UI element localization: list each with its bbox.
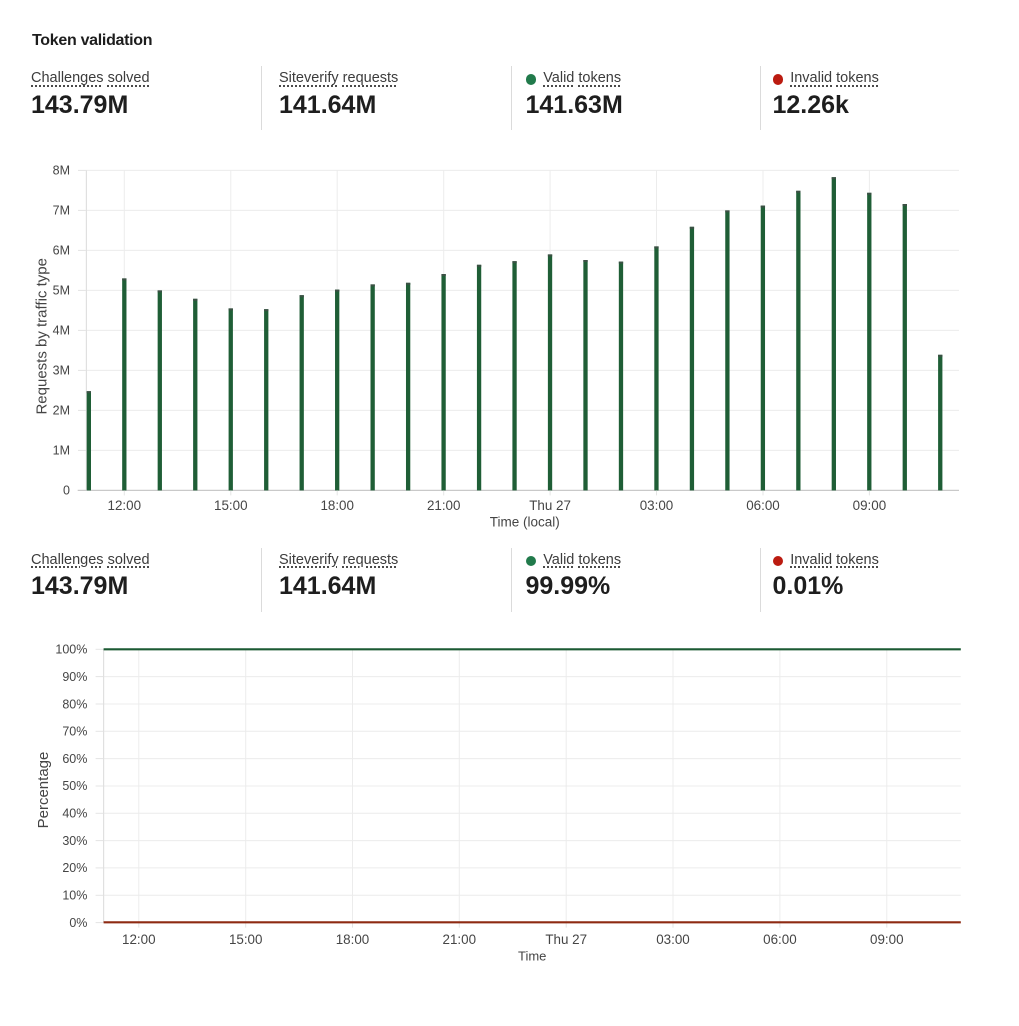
svg-text:4M: 4M [53,324,70,338]
svg-text:2M: 2M [53,404,70,418]
svg-text:12:00: 12:00 [108,498,142,513]
svg-text:3M: 3M [53,364,70,378]
svg-text:Percentage: Percentage [35,752,52,829]
svg-text:60%: 60% [62,752,87,766]
svg-text:06:00: 06:00 [763,932,797,947]
svg-text:Time: Time [518,948,546,963]
svg-text:50%: 50% [62,779,87,793]
svg-text:21:00: 21:00 [443,932,477,947]
svg-text:0: 0 [63,484,70,498]
svg-text:Thu 27: Thu 27 [545,932,587,947]
svg-text:06:00: 06:00 [746,498,780,513]
svg-text:15:00: 15:00 [229,932,263,947]
svg-text:21:00: 21:00 [427,498,461,513]
svg-text:Time (local): Time (local) [490,514,560,529]
svg-text:03:00: 03:00 [640,498,674,513]
svg-text:70%: 70% [62,725,87,739]
svg-text:03:00: 03:00 [656,932,690,947]
svg-text:18:00: 18:00 [336,932,370,947]
svg-text:8M: 8M [53,164,70,178]
svg-text:40%: 40% [62,807,87,821]
svg-text:30%: 30% [62,834,87,848]
svg-text:12:00: 12:00 [122,932,156,947]
svg-text:1M: 1M [53,444,70,458]
svg-text:5M: 5M [53,284,70,298]
svg-text:10%: 10% [62,889,87,903]
svg-text:09:00: 09:00 [870,932,904,947]
svg-text:100%: 100% [55,643,87,657]
svg-text:90%: 90% [62,670,87,684]
svg-text:18:00: 18:00 [320,498,354,513]
svg-text:7M: 7M [53,204,70,218]
svg-text:09:00: 09:00 [853,498,887,513]
svg-text:0%: 0% [69,916,87,930]
svg-text:15:00: 15:00 [214,498,248,513]
svg-text:Thu 27: Thu 27 [529,498,571,513]
svg-text:80%: 80% [62,697,87,711]
svg-text:20%: 20% [62,861,87,875]
svg-text:6M: 6M [53,244,70,258]
svg-text:Requests by traffic type: Requests by traffic type [34,258,51,414]
